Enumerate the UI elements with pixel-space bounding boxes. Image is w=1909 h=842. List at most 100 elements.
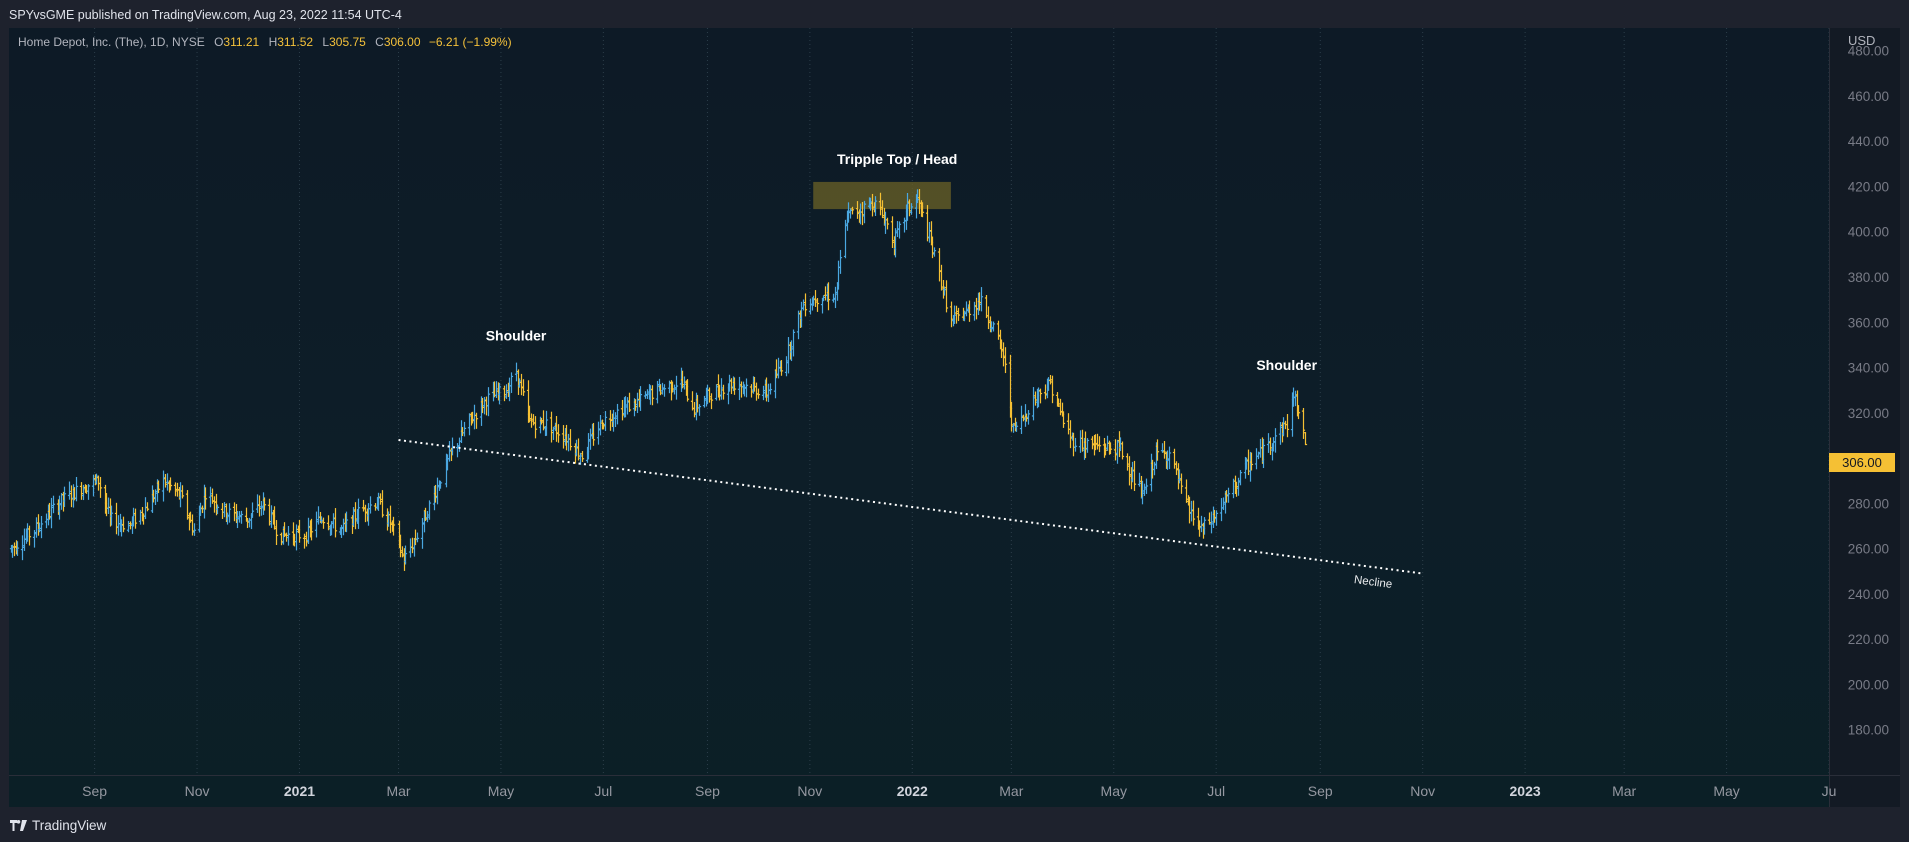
legend-change: −6.21 (−1.99%) [428,35,512,49]
ohlc-bar [425,510,430,523]
ohlc-bar [400,546,405,558]
pattern-annotation: Shoulder [1256,357,1317,373]
x-tick-label: Nov [797,783,822,799]
ohlc-bar [168,477,173,491]
ohlc-bar [119,519,124,537]
ohlc-bar [208,486,213,508]
ohlc-bar [1167,446,1172,470]
ohlc-bar [190,514,195,536]
ohlc-bar [1024,413,1029,422]
ohlc-bar [94,473,99,485]
ohlc-bar [1191,500,1196,526]
ohlc-bar [1026,410,1031,425]
y-tick-label: 480.00 [1848,44,1889,59]
ohlc-bar [1212,509,1217,523]
ohlc-bar [81,484,86,501]
ohlc-bar [373,503,378,511]
ohlc-bar [991,321,996,332]
ohlc-bar [215,504,220,515]
ohlc-bar [86,484,91,500]
x-tick-label: Sep [695,783,720,799]
ohlc-bar [915,189,920,204]
ohlc-bar [306,517,311,545]
ohlc-bar [98,476,103,498]
ohlc-bar [121,516,126,533]
ohlc-bar [1236,477,1241,496]
ohlc-bar [1202,517,1207,535]
ohlc-bar [556,424,561,443]
ohlc-bar [1058,398,1063,416]
y-tick-label: 440.00 [1848,134,1889,149]
ohlc-bar [1165,450,1170,470]
ohlc-bar [398,534,403,558]
ohlc-bar [245,517,250,529]
ohlc-bar [954,305,959,324]
ohlc-bar [1278,421,1283,445]
ohlc-bar [62,486,67,508]
ohlc-bar [44,513,49,529]
ohlc-bar [784,356,789,377]
ohlc-bar [603,411,608,432]
ohlc-bar [996,320,1001,340]
legend-high-label: H [268,35,278,49]
ohlc-bar [1226,487,1231,503]
ohlc-bar [227,503,232,523]
tradingview-logo[interactable]: TradingView [10,818,106,833]
ohlc-bar [259,501,264,516]
ohlc-bar [768,383,773,395]
ohlc-bar [180,485,185,499]
ohlc-bar [551,426,556,440]
ohlc-bar [897,221,902,239]
ohlc-bar [1009,401,1014,432]
ohlc-bar [1011,422,1016,433]
ohlc-bar [1207,512,1212,525]
ohlc-bar [967,300,972,322]
ohlc-bar [697,404,702,416]
ohlc-bar [927,221,932,243]
ohlc-bar [576,438,581,461]
ohlc-bar [173,482,178,497]
ohlc-bar [831,293,836,303]
ohlc-bar [658,384,663,396]
ohlc-bar [344,511,349,533]
symbol-legend: Home Depot, Inc. (The), 1D, NYSE O311.21… [18,35,512,49]
ohlc-bar [361,499,366,512]
ohlc-bar [269,505,274,528]
ohlc-bar [949,301,954,328]
ohlc-bar [977,292,982,311]
ohlc-bar [549,411,554,443]
ohlc-bar [470,411,475,424]
ohlc-bar [989,321,994,333]
ohlc-bar [380,490,385,518]
ohlc-bar [316,506,321,525]
ohlc-bar [126,520,131,533]
ohlc-bar [774,359,779,379]
ohlc-bar [650,385,655,406]
ohlc-bar [717,384,722,401]
ohlc-bar [1095,433,1100,450]
ohlc-bar [932,247,937,257]
ohlc-bar [497,382,502,405]
ohlc-bar [529,413,534,428]
ohlc-bar [925,205,930,242]
ohlc-bar [302,533,307,549]
ohlc-bar [591,422,596,446]
ohlc-bar [1050,375,1055,404]
legend-close-label: C [375,35,384,49]
ohlc-bar [709,393,714,410]
ohlc-bar [1172,448,1177,469]
ohlc-bar [1142,483,1147,496]
ohlc-bar [114,502,119,535]
ohlc-bar [192,523,197,536]
brand-name: TradingView [32,818,107,833]
ohlc-bar [1115,439,1120,464]
ohlc-bar [1254,448,1259,470]
ohlc-bar [504,384,509,399]
ohlc-bar [541,410,546,431]
ohlc-bar [1155,439,1160,461]
ohlc-bar [403,545,408,565]
ohlc-bar [472,404,477,430]
ohlc-bar [1127,456,1132,486]
ohlc-bar [1031,387,1036,421]
